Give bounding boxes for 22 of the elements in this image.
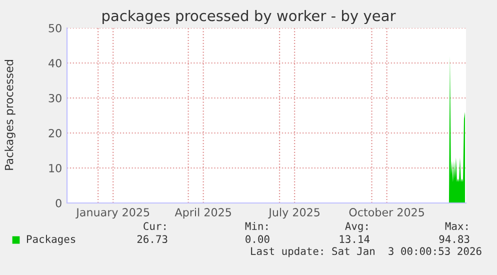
text: 13.14 [340,235,370,244]
x-tick-label: July 2025 [268,208,320,219]
text: 0.00 [246,235,270,244]
y-tick-label: 20 [48,128,62,138]
x-tick-label: April 2025 [174,208,231,219]
text: Last update: Sat Jan 3 00:00:53 2026 [251,246,482,258]
chart-title: packages processed by worker - by year [102,10,396,24]
text: 26.73 [137,235,168,244]
text: Cur: [144,222,166,230]
legend-label: Packages [27,234,76,246]
y-tick-label: 50 [48,24,62,32]
y-tick-label: 0 [56,198,62,208]
text: Min: [245,222,268,230]
text: Avg: [345,222,368,232]
y-tick-label: 30 [48,94,62,102]
x-tick-label: January 2025 [76,208,150,219]
y-tick-label: 40 [48,58,62,68]
text: 94.83 [439,235,470,244]
x-tick-label: October 2025 [349,208,424,216]
y-tick-label: 10 [49,164,62,172]
text: Max: [445,222,468,230]
y-axis-title: Packages processed [4,60,16,170]
